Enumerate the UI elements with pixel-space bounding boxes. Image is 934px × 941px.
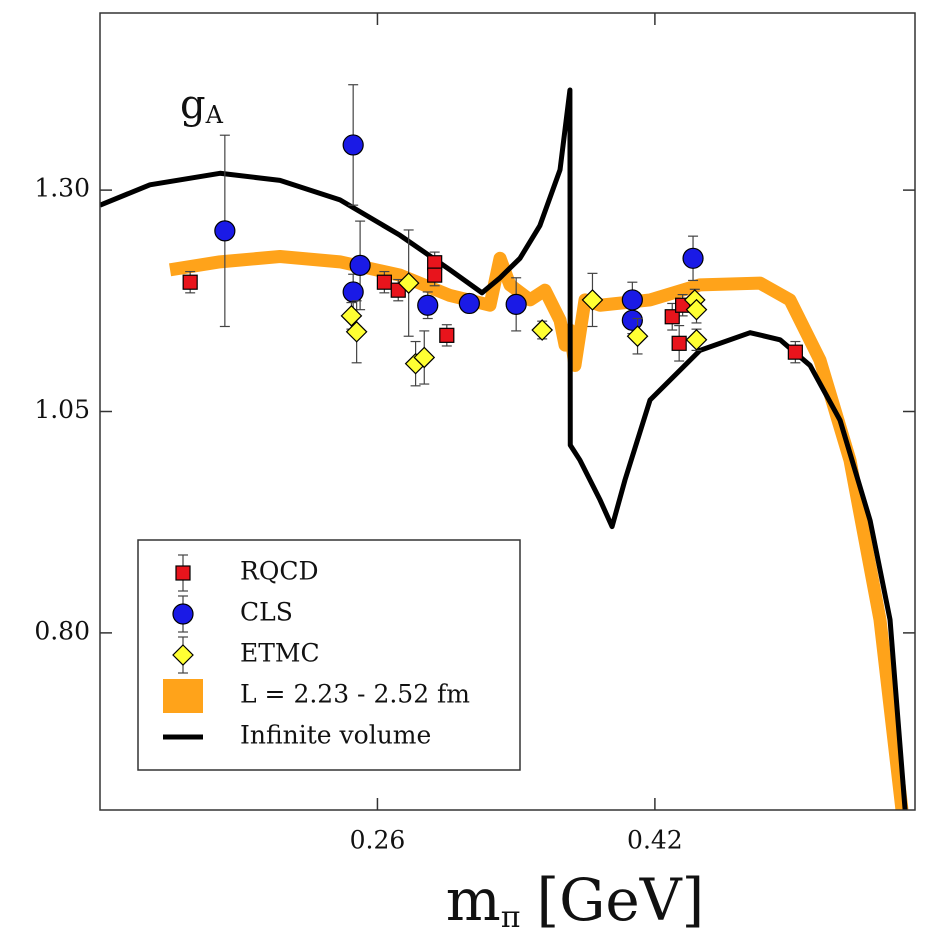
marker	[342, 134, 364, 156]
marker	[787, 344, 803, 360]
points	[182, 84, 803, 387]
marker	[427, 267, 443, 283]
marker	[340, 305, 363, 327]
x-tick-label: 0.26	[350, 826, 406, 855]
x-label-text: m	[446, 866, 501, 934]
legend-label: ETMC	[240, 639, 320, 668]
x-tick-label: 0.42	[627, 826, 683, 855]
legend: RQCD CLS ETMC L = 2.23 - 2.52 fm Infinite vo…	[137, 539, 521, 771]
marker	[505, 293, 527, 315]
annotation-text: g	[180, 82, 206, 128]
y-tick-label: 0.80	[34, 616, 90, 645]
marker	[376, 274, 392, 290]
legend-label: RQCD	[240, 557, 319, 586]
marker	[458, 292, 480, 315]
marker	[621, 289, 643, 311]
marker	[417, 294, 439, 316]
x-label-sub: π	[501, 900, 521, 935]
marker	[581, 289, 604, 311]
marker	[671, 335, 687, 351]
marker	[175, 565, 191, 581]
legend-label: CLS	[240, 598, 293, 627]
y-tick-label: 1.05	[34, 395, 90, 424]
marker	[397, 272, 420, 294]
marker	[682, 247, 704, 269]
x-label-unit: [GeV]	[536, 866, 704, 934]
marker	[172, 644, 194, 666]
marker	[172, 603, 194, 625]
marker	[182, 274, 198, 290]
marker	[531, 319, 554, 341]
marker	[214, 220, 236, 242]
marker	[664, 309, 680, 325]
marker	[439, 327, 455, 343]
marker	[342, 281, 364, 303]
annotation: gA	[180, 82, 224, 129]
y-tick-label: 1.30	[34, 174, 90, 203]
marker	[685, 328, 708, 351]
legend-frame	[137, 539, 521, 771]
marker	[349, 254, 371, 276]
legend-label: Infinite volume	[240, 721, 431, 750]
marker	[413, 346, 436, 369]
marker	[345, 320, 368, 343]
x-axis-label: mπ [GeV]	[446, 866, 705, 935]
marker	[626, 325, 649, 348]
annotation-sub: A	[205, 101, 224, 129]
band-curve	[169, 250, 909, 810]
marker	[685, 298, 708, 321]
legend-label: L = 2.23 - 2.52 fm	[240, 680, 470, 709]
